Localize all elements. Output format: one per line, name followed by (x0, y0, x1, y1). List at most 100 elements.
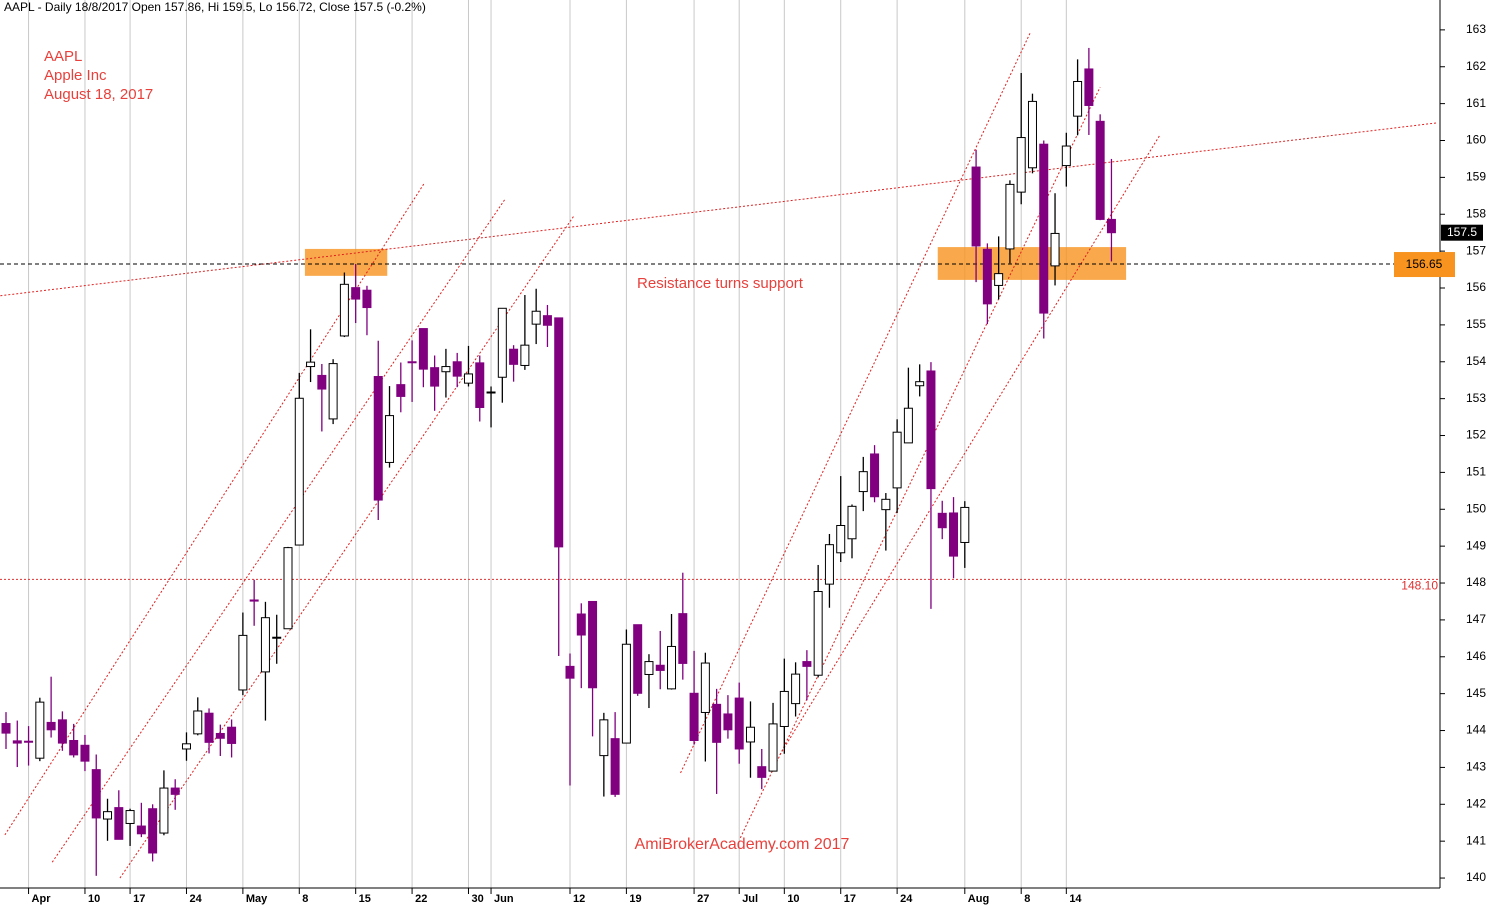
candle-body (24, 740, 34, 743)
candle-body (937, 512, 947, 529)
candle-body (159, 787, 169, 834)
candle-body (870, 453, 880, 498)
candle-body (339, 283, 349, 337)
candle-body (80, 744, 90, 762)
candle-body (373, 376, 383, 501)
y-tick-label: 143 (1466, 760, 1486, 774)
y-tick-label: 159 (1466, 170, 1486, 184)
x-tick-label: 24 (189, 893, 202, 905)
y-tick-label: 156 (1466, 280, 1486, 294)
candle-body (272, 636, 282, 639)
candle-body (836, 524, 846, 554)
x-tick-label: Jul (742, 893, 758, 905)
y-tick-label: 150 (1466, 501, 1486, 515)
x-tick-label: 10 (787, 893, 799, 905)
x-tick-label: 8 (302, 893, 308, 905)
candle-body (407, 361, 417, 364)
candle-body (91, 769, 101, 819)
candle-body (317, 374, 327, 390)
annotation: August 18, 2017 (44, 86, 153, 103)
candle-body (960, 506, 970, 543)
candle-body (520, 344, 530, 366)
candle-body (362, 289, 372, 309)
candle-body (712, 703, 722, 743)
y-tick-label: 141 (1466, 833, 1486, 847)
candle-body (554, 317, 564, 548)
level-label: 156.65 (1406, 257, 1443, 271)
y-tick-label: 152 (1466, 428, 1486, 442)
y-tick-label: 145 (1466, 686, 1486, 700)
y-tick-label: 154 (1466, 354, 1486, 368)
candle-body (1016, 137, 1026, 193)
candle-body (46, 721, 56, 731)
axis: Apr 10 17 24 May 8 15 22 30 Jun 12 19 27 Jul 10 17 24 Aug… (28, 22, 1486, 905)
y-tick-label: 160 (1466, 133, 1486, 147)
candle-body (260, 617, 270, 673)
trendline (779, 134, 1161, 756)
trendline (4, 182, 425, 836)
candle-body (35, 701, 45, 759)
candle-body (588, 600, 598, 689)
annotation: Apple Inc (44, 67, 107, 84)
candle-body (678, 613, 688, 664)
candle-body (57, 719, 67, 744)
candle-body (926, 370, 936, 490)
candle-body (667, 645, 677, 690)
candle-body (576, 613, 586, 636)
candle-body (779, 690, 789, 727)
candle-body (170, 787, 180, 795)
y-tick-label: 155 (1466, 317, 1486, 331)
candle-body (452, 361, 462, 377)
y-tick-label: 140 (1466, 870, 1486, 884)
trendline (0, 122, 1438, 297)
candle-body (1039, 143, 1049, 314)
trendline (51, 199, 505, 863)
x-tick-label: 15 (359, 893, 371, 905)
candle-body (542, 315, 552, 326)
candle-body (181, 743, 191, 750)
y-tick-label: 161 (1466, 96, 1486, 110)
candle-body (497, 307, 507, 378)
candle-body (294, 397, 304, 546)
candle-body (802, 661, 812, 667)
y-tick-label: 149 (1466, 538, 1486, 552)
header: AAPL - Daily 18/8/2017 Open 157.86, Hi 1… (4, 0, 426, 14)
y-tick-label: 146 (1466, 649, 1486, 663)
candle-body (114, 807, 124, 840)
candle-body (103, 811, 113, 820)
x-tick-label: 30 (471, 893, 483, 905)
candle-body (1005, 183, 1015, 250)
candle-body (1073, 80, 1083, 117)
x-tick-label: Aug (968, 893, 989, 905)
candle-body (971, 166, 981, 247)
last-price-box (1441, 224, 1483, 241)
candle-body (768, 723, 778, 772)
candle-body (136, 825, 146, 835)
last-price-label: 157.5 (1447, 225, 1477, 239)
candle-body (757, 766, 767, 778)
candle-body (148, 808, 158, 854)
candle-body (700, 662, 710, 713)
support-zone (937, 247, 1127, 280)
watermark: AmiBrokerAcademy.com 2017 (635, 836, 850, 853)
x-tick-label: 27 (697, 893, 709, 905)
level-label: 148.10 (1401, 579, 1438, 593)
candle-body (1106, 218, 1116, 234)
candle-body (509, 348, 519, 365)
candle-body (486, 391, 496, 394)
x-tick-label: 12 (573, 893, 585, 905)
x-tick-label: 14 (1069, 893, 1082, 905)
y-tick-label: 151 (1466, 465, 1486, 479)
candle-body (858, 471, 868, 493)
candle-body (193, 710, 203, 735)
candle-body (621, 643, 631, 744)
y-tick-label: 162 (1466, 59, 1486, 73)
candle-body (1095, 120, 1105, 220)
candle-body (813, 591, 823, 676)
candle-body (847, 505, 857, 540)
candle-body (903, 407, 913, 444)
candle-body (1061, 145, 1071, 167)
candle-body (610, 738, 620, 795)
x-tick-label: 19 (629, 893, 641, 905)
candle-body (125, 810, 135, 824)
